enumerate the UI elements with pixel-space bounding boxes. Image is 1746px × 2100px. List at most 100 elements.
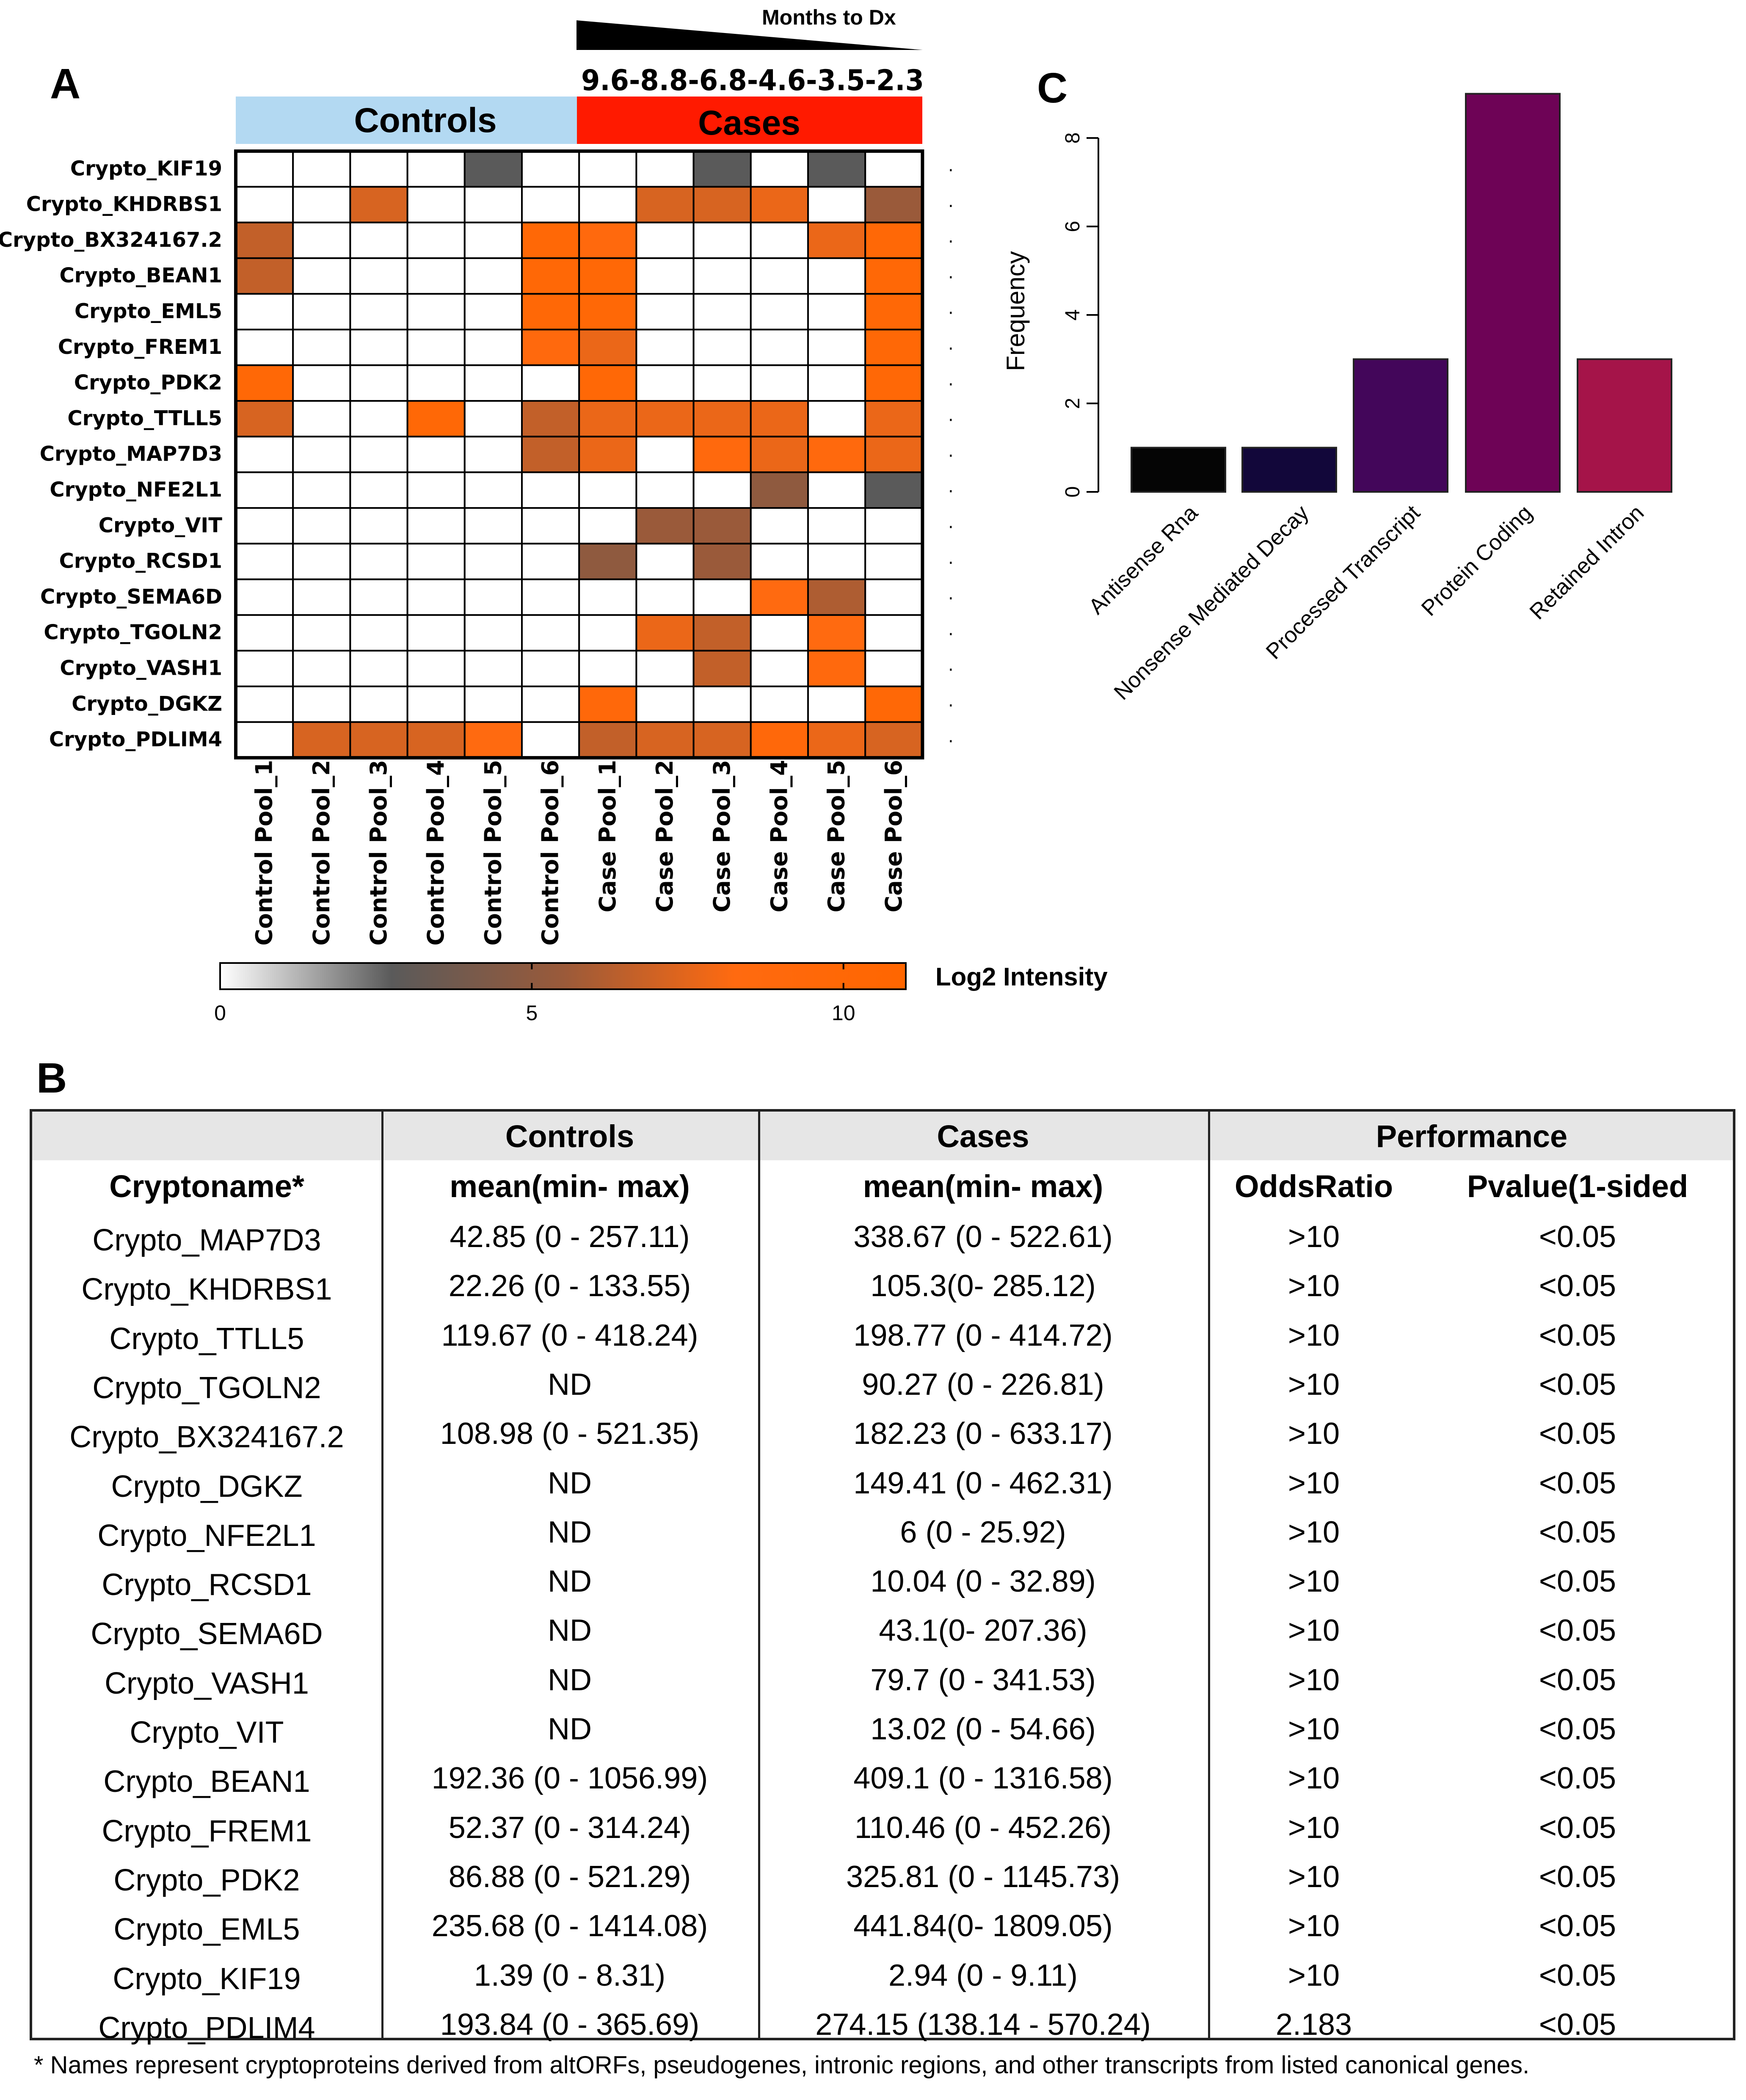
heatmap-cell [635, 471, 695, 509]
cell-pvalue: <0.05 [1539, 1958, 1616, 1992]
cell-cases: 149.41 (0 - 462.31) [853, 1466, 1113, 1500]
heatmap-column-label: Case Pool_2 [651, 760, 678, 913]
cell-cryptoname: Crypto_FREM1 [102, 1814, 312, 1848]
heatmap-row-dot: · [948, 232, 954, 252]
heatmap-cell [292, 293, 351, 331]
heatmap-cell [292, 685, 351, 723]
heatmap-cell [750, 400, 809, 438]
heatmap-cell [235, 614, 294, 652]
cases-band [577, 97, 922, 144]
heatmap-cell [235, 650, 294, 687]
panel-letter-a: A [50, 60, 80, 108]
heatmap-cell [463, 650, 523, 687]
crypto-summary-table: Controls Cases Performance Cryptoname* m… [30, 1109, 1735, 2043]
heatmap-column-label: Control Pool_2 [308, 760, 335, 946]
heatmap-cell [349, 186, 408, 224]
heatmap-cell [463, 186, 523, 224]
heatmap-cell [235, 150, 294, 188]
heatmap-cell [292, 221, 351, 259]
heatmap-column-label: Case Pool_5 [823, 760, 850, 912]
heatmap-row-label: Crypto_SEMA6D [40, 585, 222, 609]
heatmap-cell [864, 221, 924, 259]
heatmap-cell [807, 650, 866, 687]
heatmap-cell [692, 400, 752, 438]
heatmap-column-label: Case Pool_6 [880, 760, 907, 913]
heatmap-cell [635, 507, 695, 545]
cell-cases: 10.04 (0 - 32.89) [870, 1565, 1096, 1599]
cases-group-label: Cases [698, 104, 800, 142]
heatmap-cell [406, 364, 466, 402]
header-controls: Controls [505, 1119, 634, 1154]
cell-cases: 13.02 (0 - 54.66) [870, 1712, 1096, 1746]
cell-controls: 193.84 (0 - 365.69) [440, 2007, 700, 2042]
heatmap-cell [521, 685, 580, 723]
heatmap-cell [692, 685, 752, 723]
heatmap-cell [635, 364, 695, 402]
heatmap-cell [750, 578, 809, 616]
heatmap-row-label: Crypto_EML5 [74, 300, 222, 323]
heatmap-cell [692, 614, 752, 652]
heatmap-cell [578, 507, 637, 545]
heatmap-cell [292, 436, 351, 473]
heatmap-cell [521, 543, 580, 580]
heatmap-row-label: Crypto_KHDRBS1 [26, 193, 222, 216]
cell-oddsratio: >10 [1288, 1318, 1340, 1352]
heatmap-cell [292, 543, 351, 580]
heatmap-row-dot: · [948, 268, 954, 287]
heatmap-border [234, 149, 924, 760]
heatmap-cell [406, 614, 466, 652]
cell-controls: 108.98 (0 - 521.35) [440, 1417, 700, 1451]
bar [1465, 93, 1561, 493]
heatmap-cell [463, 578, 523, 616]
heatmap-row-label: Crypto_BEAN1 [59, 264, 222, 287]
heatmap-cell [235, 543, 294, 580]
heatmap-cell [807, 614, 866, 652]
heatmap-cell [463, 328, 523, 366]
heatmap-cell [578, 436, 637, 473]
heatmap-cell [463, 150, 523, 188]
heatmap-cell [235, 507, 294, 545]
heatmap-row-dot: · [948, 660, 954, 680]
heatmap-cell [235, 685, 294, 723]
panel-letter-b: B [36, 1054, 67, 1102]
heatmap-cell [521, 293, 580, 331]
heatmap-row-dot: · [948, 553, 954, 573]
heatmap-row-label: Crypto_TTLL5 [67, 406, 222, 430]
heatmap-cell [692, 507, 752, 545]
controls-group-label: Controls [354, 101, 496, 140]
heatmap-cell [406, 328, 466, 366]
heatmap-row-dot: · [948, 196, 954, 216]
heatmap-row-dot: · [948, 732, 954, 751]
heatmap-cell [578, 257, 637, 295]
heatmap-cells [234, 149, 924, 760]
heatmap-cell [864, 436, 924, 473]
heatmap-column-label: Control Pool_6 [537, 760, 564, 946]
cell-oddsratio: >10 [1288, 1220, 1340, 1254]
heatmap-cell [292, 400, 351, 438]
cell-cases: 90.27 (0 - 226.81) [862, 1367, 1104, 1402]
cell-controls: 22.26 (0 - 133.55) [448, 1269, 691, 1303]
heatmap-cell [807, 186, 866, 224]
heatmap-cell [578, 186, 637, 224]
cell-oddsratio: >10 [1288, 1269, 1340, 1303]
heatmap-cell [750, 186, 809, 224]
cell-pvalue: <0.05 [1539, 1417, 1616, 1451]
heatmap-cell [349, 400, 408, 438]
y-tick-label: 4 [1062, 309, 1084, 321]
cell-cases: 43.1(0- 207.36) [879, 1614, 1087, 1648]
heatmap-row-label: Crypto_PDLIM4 [49, 728, 222, 751]
heatmap-row-label: Crypto_KIF19 [70, 157, 222, 180]
heatmap-cell [692, 436, 752, 473]
heatmap-cell [807, 436, 866, 473]
figure-panels-a-c: A C Months to Dx 9.6-8.8-6.8-4.6-3.5-2.3… [0, 6, 1672, 1025]
cell-cryptoname: Crypto_EML5 [113, 1912, 300, 1947]
cell-controls: 42.85 (0 - 257.11) [450, 1220, 690, 1254]
heatmap-cell [807, 507, 866, 545]
heatmap-cell [463, 436, 523, 473]
heatmap-cell [750, 257, 809, 295]
heatmap-cell [635, 614, 695, 652]
bar [1131, 447, 1226, 493]
heatmap-cell [463, 614, 523, 652]
heatmap-cell [349, 436, 408, 473]
heatmap-cell [292, 721, 351, 759]
